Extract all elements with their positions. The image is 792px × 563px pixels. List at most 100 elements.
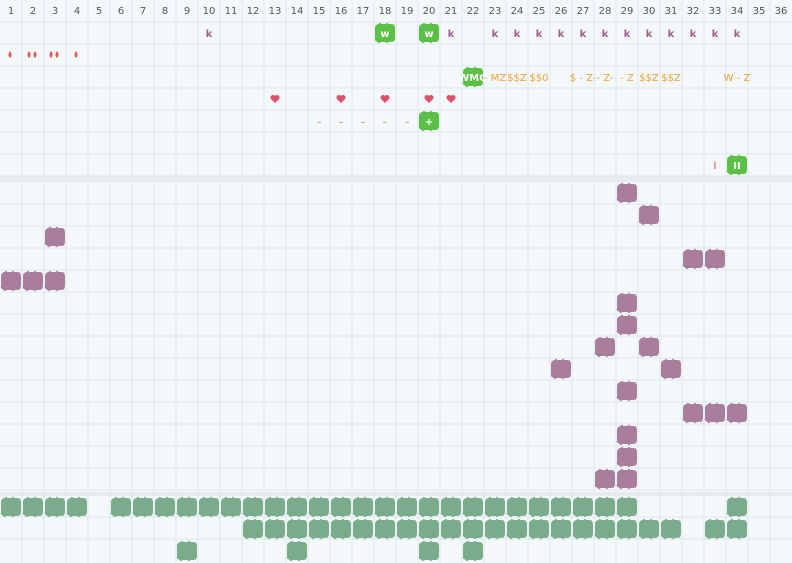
column-number: 23 bbox=[489, 6, 502, 17]
blob-body bbox=[419, 112, 439, 130]
blob-scribble bbox=[638, 518, 659, 540]
blob-body bbox=[463, 542, 483, 560]
blob-scribble bbox=[374, 496, 395, 518]
cell-label: + bbox=[425, 117, 433, 128]
blob-scribble bbox=[396, 496, 417, 518]
blob-scribble bbox=[616, 496, 637, 518]
blob-body bbox=[485, 520, 505, 538]
blob-body bbox=[419, 24, 439, 42]
blob bbox=[616, 292, 637, 314]
cell-label: k bbox=[690, 29, 697, 40]
blob bbox=[264, 518, 285, 540]
blob-body bbox=[485, 498, 505, 516]
blob-body bbox=[661, 360, 681, 378]
blob bbox=[44, 226, 65, 248]
blob-scribble bbox=[132, 496, 153, 518]
blob-scribble bbox=[154, 496, 175, 518]
blob bbox=[704, 518, 725, 540]
blob-body bbox=[551, 520, 571, 538]
blob-scribble bbox=[616, 292, 637, 314]
cell-label: – bbox=[405, 117, 410, 128]
blob-scribble bbox=[704, 518, 725, 540]
blob-scribble bbox=[264, 518, 285, 540]
cell-label: $ - Z- bbox=[570, 73, 597, 84]
blob-scribble bbox=[286, 496, 307, 518]
blob bbox=[418, 496, 439, 518]
blob-body bbox=[705, 250, 725, 268]
column-number: 5 bbox=[96, 6, 102, 17]
blob-scribble bbox=[220, 496, 241, 518]
blob-body bbox=[287, 520, 307, 538]
blob bbox=[374, 518, 395, 540]
blob-scribble bbox=[308, 518, 329, 540]
blob bbox=[726, 154, 747, 176]
heart-icon bbox=[270, 95, 280, 103]
blob bbox=[594, 496, 615, 518]
blob-scribble bbox=[44, 270, 65, 292]
blob bbox=[594, 336, 615, 358]
cell-label: I bbox=[714, 161, 717, 172]
blob-body bbox=[617, 448, 637, 466]
blob bbox=[396, 518, 417, 540]
blob-scribble bbox=[374, 22, 395, 44]
blob-body bbox=[243, 498, 263, 516]
blob-body bbox=[419, 520, 439, 538]
column-number: 6 bbox=[118, 6, 124, 17]
blob-body bbox=[595, 498, 615, 516]
cell-label: k bbox=[580, 29, 587, 40]
blob-body bbox=[617, 382, 637, 400]
blob-scribble bbox=[418, 22, 439, 44]
cell-label: k bbox=[646, 29, 653, 40]
blob bbox=[264, 496, 285, 518]
section-divider bbox=[0, 176, 792, 182]
blob-scribble bbox=[418, 518, 439, 540]
cell-label: – bbox=[383, 117, 388, 128]
blob bbox=[462, 518, 483, 540]
cell-label: k bbox=[492, 29, 499, 40]
blob-body bbox=[441, 498, 461, 516]
blob-scribble bbox=[616, 424, 637, 446]
column-number: 9 bbox=[184, 6, 190, 17]
cell-label: $$Z bbox=[507, 73, 527, 84]
blob bbox=[418, 22, 439, 44]
blob bbox=[176, 540, 197, 562]
blob-body bbox=[23, 498, 43, 516]
blob bbox=[462, 540, 483, 562]
cell-label: - Z bbox=[620, 73, 634, 84]
blob-body bbox=[1, 498, 21, 516]
blob-body bbox=[287, 498, 307, 516]
cell-label: $$0 bbox=[529, 73, 548, 84]
blob bbox=[352, 518, 373, 540]
blob bbox=[638, 336, 659, 358]
column-number: 33 bbox=[709, 6, 722, 17]
blob-body bbox=[309, 498, 329, 516]
column-number: 36 bbox=[775, 6, 788, 17]
blob-body bbox=[529, 520, 549, 538]
blob bbox=[352, 496, 373, 518]
blob-scribble bbox=[418, 496, 439, 518]
drop-icon bbox=[27, 51, 31, 58]
blob bbox=[0, 270, 21, 292]
blob-body bbox=[265, 520, 285, 538]
cell-label: k bbox=[668, 29, 675, 40]
blob-scribble bbox=[726, 496, 747, 518]
column-number: 35 bbox=[753, 6, 766, 17]
blob-scribble bbox=[594, 518, 615, 540]
blob-body bbox=[45, 498, 65, 516]
blob bbox=[66, 496, 87, 518]
blob bbox=[638, 204, 659, 226]
blob-body bbox=[705, 520, 725, 538]
blob bbox=[176, 496, 197, 518]
blob-body bbox=[111, 498, 131, 516]
blob-scribble bbox=[440, 518, 461, 540]
blob bbox=[726, 518, 747, 540]
column-number: 30 bbox=[643, 6, 656, 17]
blob-body bbox=[243, 520, 263, 538]
blob-body bbox=[397, 520, 417, 538]
blob bbox=[462, 496, 483, 518]
column-number: 2 bbox=[30, 6, 36, 17]
blob bbox=[594, 518, 615, 540]
blob-body bbox=[397, 498, 417, 516]
blob-scribble bbox=[550, 496, 571, 518]
cell-label: k bbox=[558, 29, 565, 40]
